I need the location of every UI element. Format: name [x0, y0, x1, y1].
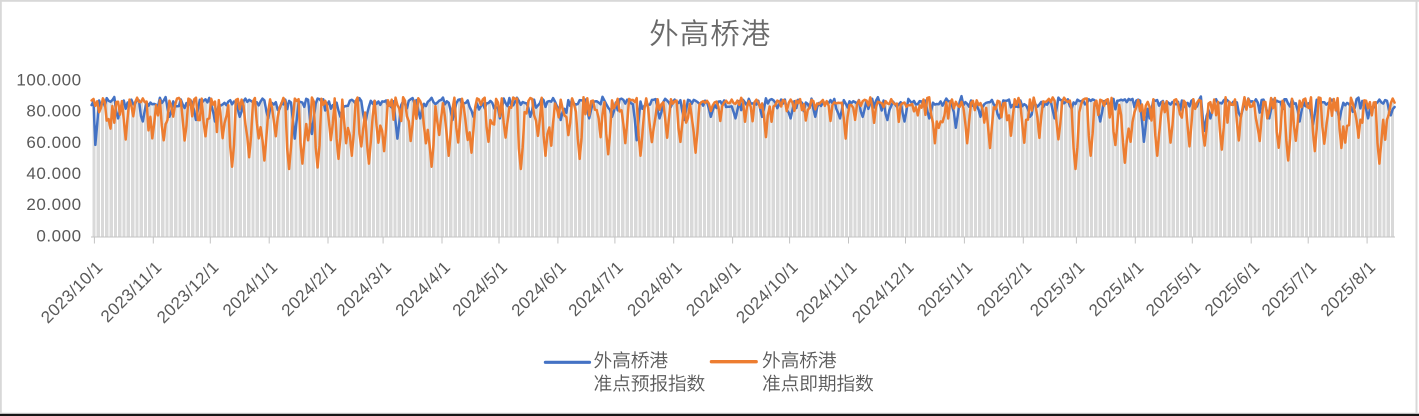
svg-text:80.000: 80.000 [26, 102, 81, 121]
svg-text:0.000: 0.000 [36, 226, 81, 245]
svg-text:100.000: 100.000 [16, 71, 81, 90]
svg-text:40.000: 40.000 [26, 164, 81, 183]
svg-text:20.000: 20.000 [26, 195, 81, 214]
svg-text:60.000: 60.000 [26, 133, 81, 152]
